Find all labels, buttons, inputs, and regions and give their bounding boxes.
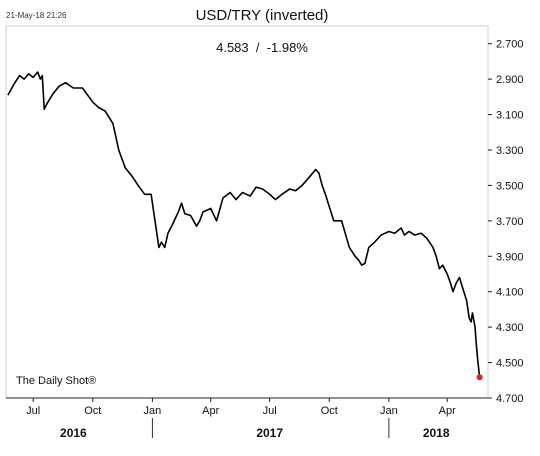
- y-tick-label: 3.900: [496, 251, 524, 263]
- y-tick-label: 4.100: [496, 287, 524, 299]
- x-tick-label: Oct: [321, 405, 338, 417]
- x-tick-label: Apr: [202, 405, 219, 417]
- y-tick-label: 3.300: [496, 145, 524, 157]
- series-line: [7, 71, 481, 378]
- y-tick-label: 4.700: [496, 393, 524, 405]
- timestamp: 21-May-18 21:26: [6, 11, 67, 20]
- y-tick-label: 4.300: [496, 322, 524, 334]
- year-label: 2017: [256, 426, 283, 440]
- year-labels: 2016 2017 2018: [60, 418, 450, 440]
- year-label: 2018: [423, 426, 450, 440]
- plot-frame: [5, 25, 489, 399]
- x-tick-label: Jan: [144, 405, 162, 417]
- x-tick-label: Jan: [380, 405, 398, 417]
- y-tick-label: 3.100: [496, 110, 524, 122]
- x-axis: Jul Oct Jan Apr Jul Oct Jan Apr: [26, 398, 456, 417]
- year-label: 2016: [60, 426, 87, 440]
- chart-title: USD/TRY (inverted): [196, 7, 329, 24]
- x-tick-label: Oct: [84, 405, 101, 417]
- y-axis: 2.700 2.900 3.100 3.300 3.500 3.700 3.900 4.100…: [488, 39, 524, 405]
- y-tick-label: 3.700: [496, 216, 524, 228]
- x-tick-label: Jul: [26, 405, 40, 417]
- chart-subtitle: 4.583 / -1.98%: [216, 40, 308, 55]
- last-value-marker: [476, 374, 483, 381]
- y-tick-label: 4.500: [496, 358, 524, 370]
- x-tick-label: Apr: [439, 405, 456, 417]
- y-tick-label: 3.500: [496, 180, 524, 192]
- y-tick-label: 2.900: [496, 74, 524, 86]
- brand-label: The Daily Shot®: [16, 375, 96, 387]
- y-tick-label: 2.700: [496, 39, 524, 51]
- x-tick-label: Jul: [263, 405, 277, 417]
